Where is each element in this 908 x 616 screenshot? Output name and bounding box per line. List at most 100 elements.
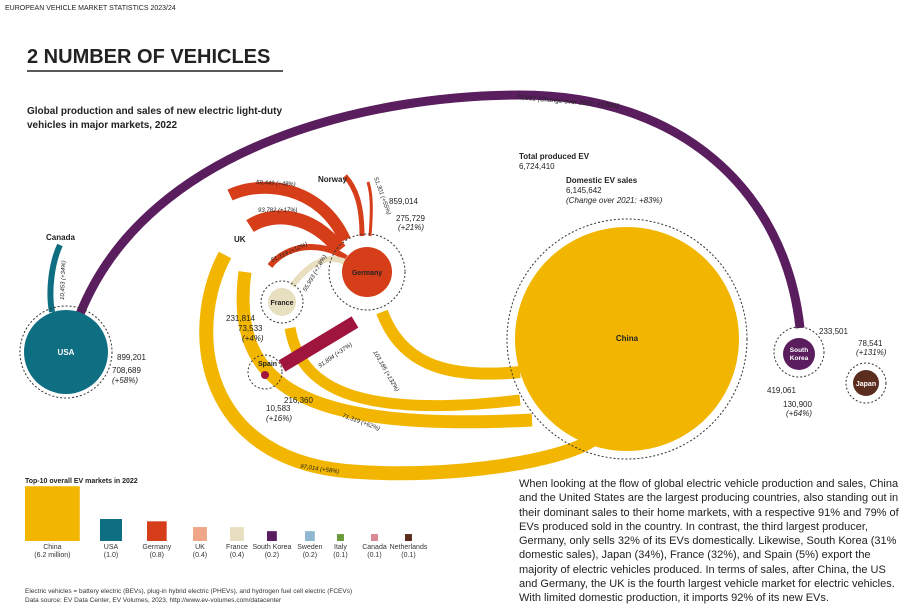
node-production: 419,061 bbox=[767, 386, 796, 395]
node-france bbox=[268, 288, 296, 316]
legend-square bbox=[25, 486, 80, 541]
legend-square bbox=[230, 527, 244, 541]
node-production: 216,360 bbox=[284, 396, 313, 405]
node-ring bbox=[328, 233, 406, 311]
node-caption: Domestic EV sales bbox=[566, 176, 638, 185]
node-label: Germany bbox=[352, 270, 382, 277]
node-sales: 130,900 bbox=[783, 400, 812, 409]
flow-china bbox=[284, 326, 521, 412]
node-production: 859,014 bbox=[389, 197, 418, 206]
flow-label: 51,319 (+12%) bbox=[270, 242, 308, 264]
footnote: Electric vehicles = battery electric (BE… bbox=[25, 588, 353, 595]
flow-germany bbox=[246, 210, 346, 255]
legend-value: (6.2 million) bbox=[34, 552, 71, 559]
node-production: 6,724,410 bbox=[519, 162, 555, 171]
node-sales: 708,689 bbox=[112, 366, 141, 375]
node-change: (+58%) bbox=[112, 376, 138, 385]
node-label: UK bbox=[234, 235, 246, 244]
node-label: Japan bbox=[856, 381, 876, 388]
legend-square bbox=[371, 534, 378, 541]
node-label: Spain bbox=[258, 361, 277, 368]
legend-name: China bbox=[43, 544, 62, 551]
legend-square bbox=[100, 519, 122, 541]
legend-name: Italy bbox=[334, 544, 347, 551]
legend-value: (0.2) bbox=[264, 552, 280, 559]
flow-label: 59,449 (+48%) bbox=[256, 180, 296, 188]
node-change: (+131%) bbox=[856, 348, 887, 357]
flow-france bbox=[289, 256, 347, 288]
node-label: Korea bbox=[790, 355, 809, 362]
flow-china bbox=[236, 271, 533, 429]
node-label: France bbox=[271, 300, 294, 307]
node-label: Canada bbox=[46, 233, 75, 242]
node-japan bbox=[853, 370, 879, 396]
node-south-korea bbox=[783, 338, 815, 370]
legend-value: (1.0) bbox=[103, 552, 119, 559]
node-sales: 73,533 bbox=[238, 324, 263, 333]
node-ring bbox=[19, 305, 113, 399]
node-usa bbox=[24, 310, 108, 394]
legend-value: (0.8) bbox=[149, 552, 165, 559]
legend-square bbox=[193, 527, 207, 541]
flow-label: 93,782 (+17%) bbox=[258, 208, 298, 214]
subtitle-line: Global production and sales of new elect… bbox=[27, 106, 282, 117]
node-production: 231,814 bbox=[226, 314, 255, 323]
flow-label: 103,185 (+132%) bbox=[371, 350, 399, 393]
flow-china bbox=[376, 309, 521, 380]
flow-label: 97,014 (+58%) bbox=[300, 464, 340, 475]
legend-value: (0.4) bbox=[192, 552, 208, 559]
node-ring bbox=[845, 362, 887, 404]
subtitle-line: vehicles in major markets, 2022 bbox=[27, 120, 178, 131]
node-ring bbox=[506, 218, 748, 460]
node-label: USA bbox=[58, 348, 75, 357]
node-production: 233,501 bbox=[819, 327, 848, 336]
node-label: China bbox=[616, 334, 639, 343]
flow-spain bbox=[278, 316, 359, 372]
legend-title: Top-10 overall EV markets in 2022 bbox=[25, 478, 138, 485]
flow-canada bbox=[47, 243, 63, 313]
node-ring bbox=[260, 280, 304, 324]
flow-germany bbox=[227, 181, 351, 243]
node-sales: 10,583 bbox=[266, 404, 291, 413]
page-header: EUROPEAN VEHICLE MARKET STATISTICS 2023/… bbox=[5, 5, 176, 12]
flow-usa-korea bbox=[75, 90, 805, 329]
legend-name: Sweden bbox=[297, 544, 323, 551]
legend-value: (0.2) bbox=[302, 552, 318, 559]
node-label: Norway bbox=[318, 175, 347, 184]
node-change: (+64%) bbox=[786, 409, 812, 418]
flow-germany bbox=[267, 243, 348, 268]
legend-value: (0.4) bbox=[229, 552, 245, 559]
node-change: (+4%) bbox=[242, 334, 264, 343]
legend-name: Germany bbox=[142, 544, 172, 551]
node-china bbox=[515, 227, 739, 451]
node-label: South bbox=[790, 347, 808, 354]
node-caption: Total produced EV bbox=[519, 152, 590, 161]
flow-label: 10,453 (+34%) bbox=[60, 260, 67, 300]
legend-value: (0.1) bbox=[367, 552, 382, 559]
body-paragraph: When looking at the flow of global elect… bbox=[519, 478, 899, 605]
legend-name: France bbox=[226, 544, 248, 551]
legend-name: UK bbox=[195, 544, 205, 551]
legend-square bbox=[405, 534, 412, 541]
legend-name: South Korea bbox=[252, 544, 292, 551]
legend-square bbox=[337, 534, 344, 541]
legend-square bbox=[267, 531, 277, 541]
legend-name: Netherlands bbox=[389, 544, 428, 551]
legend-square bbox=[147, 521, 167, 541]
node-sales: 78,541 bbox=[858, 339, 883, 348]
node-production: 899,201 bbox=[117, 353, 146, 362]
legend-name: USA bbox=[103, 544, 119, 551]
legend-name: Canada bbox=[362, 544, 387, 551]
node-ring bbox=[247, 354, 283, 390]
node-sales: 6,145,642 bbox=[566, 186, 602, 195]
node-change: (+21%) bbox=[398, 223, 424, 232]
flow-norway bbox=[343, 174, 365, 237]
legend-value: (0.1) bbox=[333, 552, 348, 559]
flow-norway bbox=[366, 181, 373, 237]
node-spain bbox=[261, 371, 269, 379]
footnote: Data source: EV Data Center, EV Volumes,… bbox=[25, 597, 282, 604]
flow-uk bbox=[199, 251, 596, 481]
legend-value: (0.1) bbox=[401, 552, 416, 559]
